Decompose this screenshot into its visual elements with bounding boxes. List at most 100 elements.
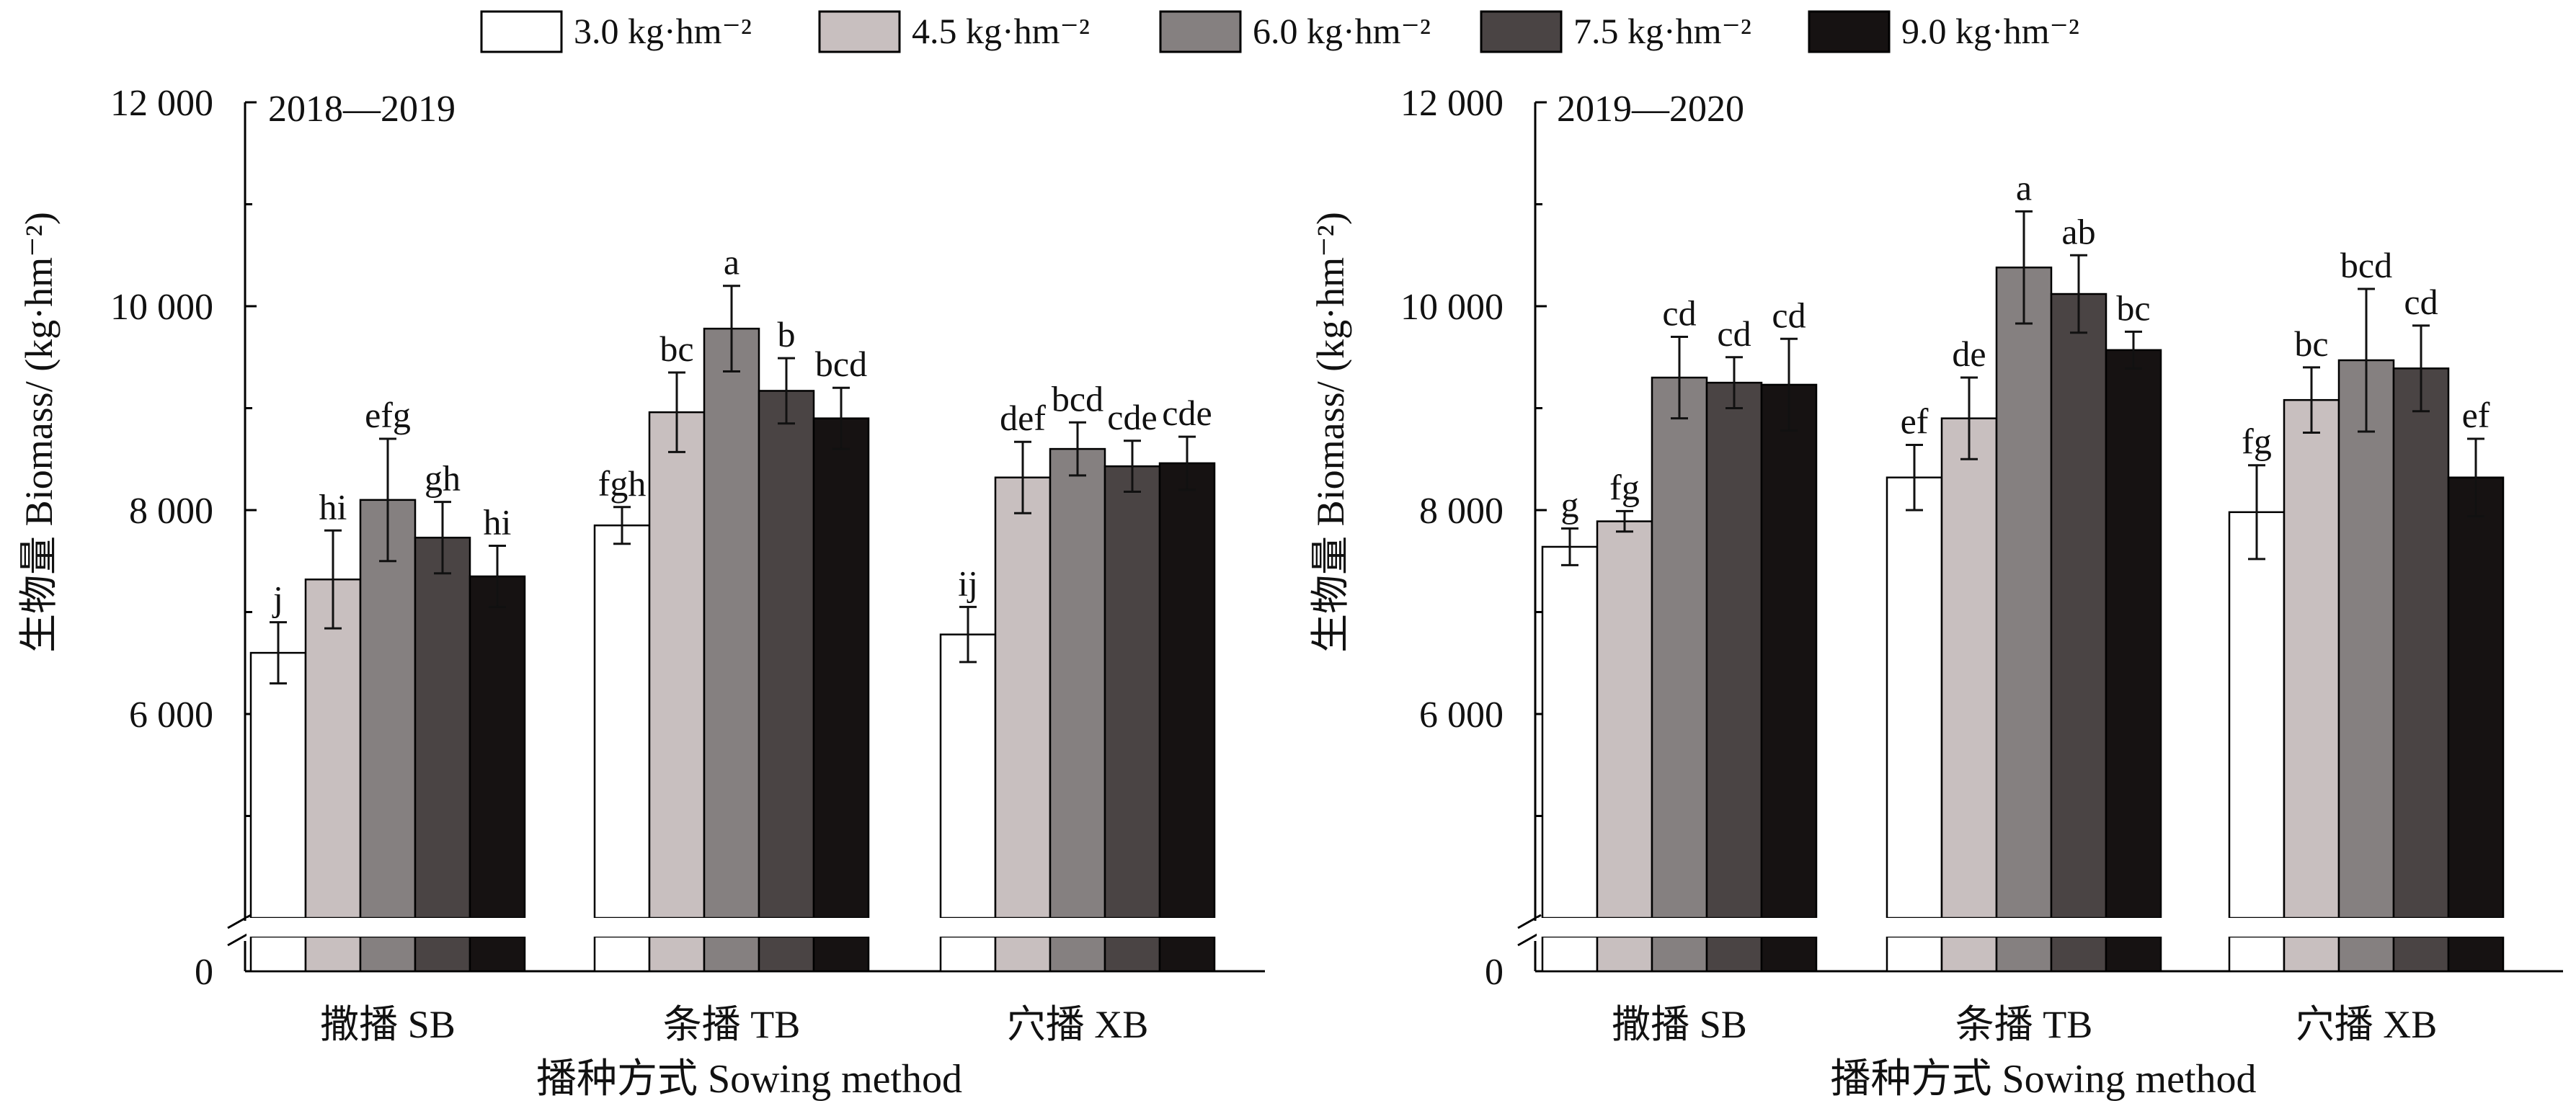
bar xyxy=(359,499,417,919)
significance-label: a xyxy=(724,242,740,282)
bar-base xyxy=(304,935,362,973)
bar xyxy=(648,411,706,919)
bar-base xyxy=(414,935,471,973)
bar-group: bc xyxy=(2105,287,2162,973)
bar xyxy=(2392,367,2450,919)
bar-base xyxy=(648,935,706,973)
axis-break-band xyxy=(1537,918,2563,937)
bar-group: bcd xyxy=(1049,378,1106,973)
y-tick-label: 0 xyxy=(195,952,213,993)
y-axis-title: 生物量 Biomass/ (kg·hm⁻²) xyxy=(17,212,61,653)
bar-group: fgh xyxy=(593,463,651,973)
bar xyxy=(758,390,815,919)
y-tick-label: 12 000 xyxy=(1400,83,1504,124)
significance-label: bcd xyxy=(1052,378,1103,419)
bar-base xyxy=(1049,935,1106,973)
x-tick-label: 撒播 SB xyxy=(1612,1003,1747,1046)
bar xyxy=(2228,511,2286,919)
bar xyxy=(2337,359,2395,919)
significance-label: bcd xyxy=(2340,245,2392,285)
significance-label: cd xyxy=(1717,313,1751,354)
x-tick-label: 条播 TB xyxy=(663,1003,801,1046)
bar-base xyxy=(2447,935,2505,973)
y-tick-label: 8 000 xyxy=(129,491,213,532)
significance-label: bc xyxy=(2294,324,2328,364)
bar-group: cd xyxy=(1651,293,1708,973)
bar-group: g xyxy=(1541,484,1599,973)
bar xyxy=(2105,349,2162,919)
significance-label: fg xyxy=(2242,421,2272,462)
axis-break-mark xyxy=(227,914,252,929)
y-tick-label: 0 xyxy=(1485,952,1504,993)
bar xyxy=(1995,266,2053,919)
bar-group: b xyxy=(758,314,815,973)
bar-base xyxy=(468,935,526,973)
bar-base xyxy=(758,935,815,973)
bar xyxy=(1705,381,1763,919)
x-axis-title: 播种方式 Sowing method xyxy=(536,1057,962,1102)
y-tick-label: 10 000 xyxy=(110,287,213,328)
panel-label: 2018—2019 xyxy=(268,89,456,130)
bar xyxy=(1886,476,1943,919)
bar-base xyxy=(1886,935,1943,973)
significance-label: g xyxy=(1561,484,1579,525)
bar xyxy=(939,633,997,919)
legend-label: 7.5 kg·hm⁻² xyxy=(1573,11,1751,51)
bar-base xyxy=(249,935,307,973)
bar xyxy=(994,476,1052,919)
bar-group: efg xyxy=(359,395,417,973)
bar-group: fg xyxy=(1596,467,1653,973)
bar-group: hi xyxy=(468,502,526,973)
significance-label: hi xyxy=(319,486,347,527)
significance-label: bc xyxy=(659,329,693,369)
panel-1: 0 6 000 8 000 10 000 12 000 2018—2019 生物量 Biom… xyxy=(17,83,1265,1102)
legend-label: 9.0 kg·hm⁻² xyxy=(1901,11,2079,51)
bar-group: a xyxy=(703,242,760,973)
bar xyxy=(304,578,362,919)
y-tick-label: 6 000 xyxy=(129,695,213,736)
legend-item-5: 9.0 kg·hm⁻² xyxy=(1808,10,2079,53)
bar-group: cde xyxy=(1103,397,1161,973)
bar-base xyxy=(2050,935,2108,973)
bar xyxy=(2283,398,2340,919)
x-tick-label: 撒播 SB xyxy=(320,1003,456,1046)
bar-group: bcd xyxy=(2337,245,2395,973)
x-axis-title: 播种方式 Sowing method xyxy=(1830,1057,2256,1102)
bar xyxy=(1760,383,1818,919)
bar xyxy=(1651,376,1708,919)
bar-base xyxy=(2392,935,2450,973)
bar-base xyxy=(703,935,760,973)
bar-base xyxy=(593,935,651,973)
bar-group: cd xyxy=(1705,313,1763,973)
bar-group: de xyxy=(1940,334,1998,973)
bar-base xyxy=(1103,935,1161,973)
significance-label: def xyxy=(1000,398,1046,438)
significance-label: a xyxy=(2016,167,2032,208)
legend-item-4: 7.5 kg·hm⁻² xyxy=(1480,10,1751,53)
bar xyxy=(1541,545,1599,919)
bar-base xyxy=(939,935,997,973)
legend-label: 4.5 kg·hm⁻² xyxy=(912,11,1090,51)
bar-base xyxy=(2105,935,2162,973)
legend: 3.0 kg·hm⁻² 4.5 kg·hm⁻² 6.0 kg·hm⁻² 7.5 kg·… xyxy=(480,10,2079,53)
significance-label: j xyxy=(272,579,283,619)
y-tick-label: 8 000 xyxy=(1419,491,1504,532)
bar xyxy=(414,536,471,919)
x-tick-label: 穴播 XB xyxy=(1007,1003,1149,1046)
significance-label: bcd xyxy=(815,344,867,384)
bar-base xyxy=(2283,935,2340,973)
bar-base xyxy=(1158,935,1216,973)
bar xyxy=(468,575,526,919)
bar-base xyxy=(2228,935,2286,973)
axis-break-band xyxy=(247,918,1265,937)
legend-swatch xyxy=(480,10,563,53)
significance-label: cde xyxy=(1162,393,1212,433)
bar xyxy=(1940,417,1998,919)
axes: 0 6 000 8 000 10 000 12 000 xyxy=(1400,83,2563,993)
significance-label: ef xyxy=(1901,401,1929,441)
bar-group: gh xyxy=(414,458,471,973)
y-tick-label: 10 000 xyxy=(1400,287,1504,328)
panel-label: 2019—2020 xyxy=(1557,89,1744,130)
